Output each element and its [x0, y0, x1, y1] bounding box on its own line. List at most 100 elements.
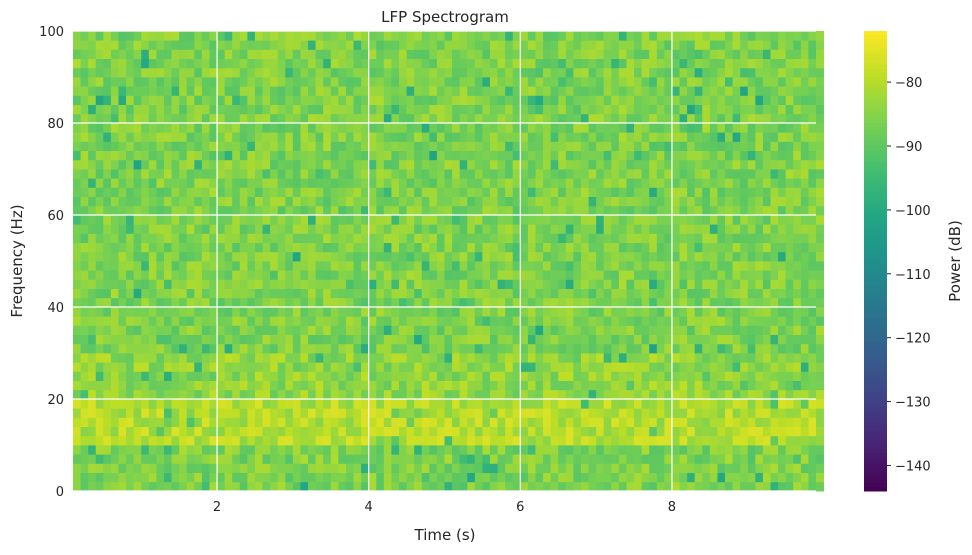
heatmap-cell	[619, 344, 627, 354]
heatmap-cell	[263, 427, 271, 437]
heatmap-cell	[88, 482, 96, 492]
x-tick-label: 2	[213, 500, 221, 515]
heatmap-cell	[801, 307, 809, 317]
heatmap-cell	[664, 215, 672, 225]
heatmap-cell	[323, 178, 331, 188]
heatmap-cell	[771, 31, 779, 41]
heatmap-cell	[801, 215, 809, 225]
heatmap-cell	[217, 298, 225, 308]
heatmap-cell	[429, 335, 437, 345]
heatmap-cell	[437, 335, 445, 345]
heatmap-cell	[778, 436, 786, 446]
heatmap-cell	[604, 141, 612, 151]
heatmap-cell	[300, 436, 308, 446]
heatmap-cell	[81, 417, 89, 427]
heatmap-cell	[672, 243, 680, 253]
heatmap-cell	[194, 399, 202, 409]
heatmap-cell	[407, 95, 415, 105]
heatmap-cell	[763, 40, 771, 50]
heatmap-cell	[581, 233, 589, 243]
heatmap-cell	[111, 197, 119, 207]
heatmap-cell	[445, 298, 453, 308]
heatmap-cell	[664, 473, 672, 483]
heatmap-cell	[740, 261, 748, 271]
heatmap-cell	[194, 417, 202, 427]
heatmap-cell	[172, 473, 180, 483]
heatmap-cell	[376, 381, 384, 391]
heatmap-cell	[225, 197, 233, 207]
heatmap-cell	[369, 123, 377, 133]
heatmap-cell	[589, 399, 597, 409]
heatmap-cell	[543, 307, 551, 317]
heatmap-cell	[149, 77, 157, 87]
heatmap-cell	[391, 381, 399, 391]
heatmap-cell	[316, 68, 324, 78]
heatmap-cell	[551, 335, 559, 345]
heatmap-cell	[816, 307, 824, 317]
heatmap-cell	[429, 417, 437, 427]
heatmap-cell	[717, 151, 725, 161]
heatmap-cell	[247, 279, 255, 289]
heatmap-cell	[755, 252, 763, 262]
heatmap-cell	[786, 49, 794, 59]
heatmap-cell	[194, 261, 202, 271]
heatmap-cell	[528, 40, 536, 50]
heatmap-cell	[672, 298, 680, 308]
heatmap-cell	[103, 381, 111, 391]
heatmap-cell	[422, 436, 430, 446]
heatmap-cell	[141, 371, 149, 381]
heatmap-cell	[134, 187, 142, 197]
heatmap-cell	[103, 307, 111, 317]
heatmap-cell	[634, 362, 642, 372]
heatmap-cell	[354, 279, 362, 289]
heatmap-cell	[573, 59, 581, 69]
heatmap-cell	[566, 445, 574, 455]
heatmap-cell	[482, 261, 490, 271]
heatmap-cell	[687, 408, 695, 418]
heatmap-cell	[422, 325, 430, 335]
heatmap-cell	[771, 353, 779, 363]
heatmap-cell	[702, 86, 710, 96]
heatmap-cell	[255, 307, 263, 317]
heatmap-cell	[293, 77, 301, 87]
heatmap-cells	[73, 31, 824, 491]
heatmap-cell	[460, 31, 468, 41]
heatmap-cell	[558, 206, 566, 216]
heatmap-cell	[429, 482, 437, 492]
heatmap-cell	[96, 31, 104, 41]
heatmap-cell	[604, 49, 612, 59]
heatmap-cell	[247, 390, 255, 400]
heatmap-cell	[528, 114, 536, 124]
heatmap-cell	[793, 123, 801, 133]
heatmap-cell	[452, 160, 460, 170]
heatmap-cell	[467, 197, 475, 207]
heatmap-cell	[240, 463, 248, 473]
heatmap-cell	[460, 215, 468, 225]
heatmap-cell	[323, 233, 331, 243]
heatmap-cell	[642, 270, 650, 280]
heatmap-cell	[331, 307, 339, 317]
heatmap-cell	[498, 31, 506, 41]
heatmap-cell	[179, 463, 187, 473]
heatmap-cell	[664, 243, 672, 253]
heatmap-cell	[505, 298, 513, 308]
heatmap-cell	[801, 224, 809, 234]
heatmap-cell	[414, 270, 422, 280]
heatmap-cell	[498, 49, 506, 59]
heatmap-cell	[202, 289, 210, 299]
heatmap-cell	[528, 86, 536, 96]
heatmap-cell	[551, 371, 559, 381]
heatmap-cell	[285, 454, 293, 464]
heatmap-cell	[194, 114, 202, 124]
heatmap-cell	[164, 114, 172, 124]
heatmap-cell	[626, 482, 634, 492]
heatmap-cell	[452, 362, 460, 372]
heatmap-cell	[543, 178, 551, 188]
heatmap-cell	[717, 114, 725, 124]
heatmap-cell	[604, 473, 612, 483]
heatmap-cell	[187, 68, 195, 78]
heatmap-cell	[763, 279, 771, 289]
heatmap-cell	[88, 390, 96, 400]
heatmap-cell	[270, 335, 278, 345]
heatmap-cell	[604, 233, 612, 243]
